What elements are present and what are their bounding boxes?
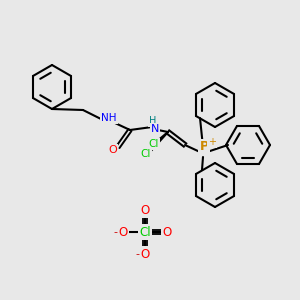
- Text: Cl: Cl: [139, 226, 151, 238]
- Text: O: O: [162, 226, 172, 238]
- Text: Cl: Cl: [149, 139, 159, 149]
- Text: -: -: [135, 249, 139, 259]
- Text: O: O: [140, 248, 150, 260]
- Text: O: O: [140, 203, 150, 217]
- Text: H: H: [149, 116, 157, 126]
- Text: -: -: [113, 227, 117, 237]
- Text: O: O: [118, 226, 127, 238]
- Text: Cl: Cl: [141, 149, 151, 159]
- Text: O: O: [109, 145, 117, 155]
- Text: N: N: [151, 124, 159, 134]
- Text: P: P: [200, 140, 208, 154]
- Text: NH: NH: [101, 113, 117, 123]
- Text: +: +: [208, 137, 216, 147]
